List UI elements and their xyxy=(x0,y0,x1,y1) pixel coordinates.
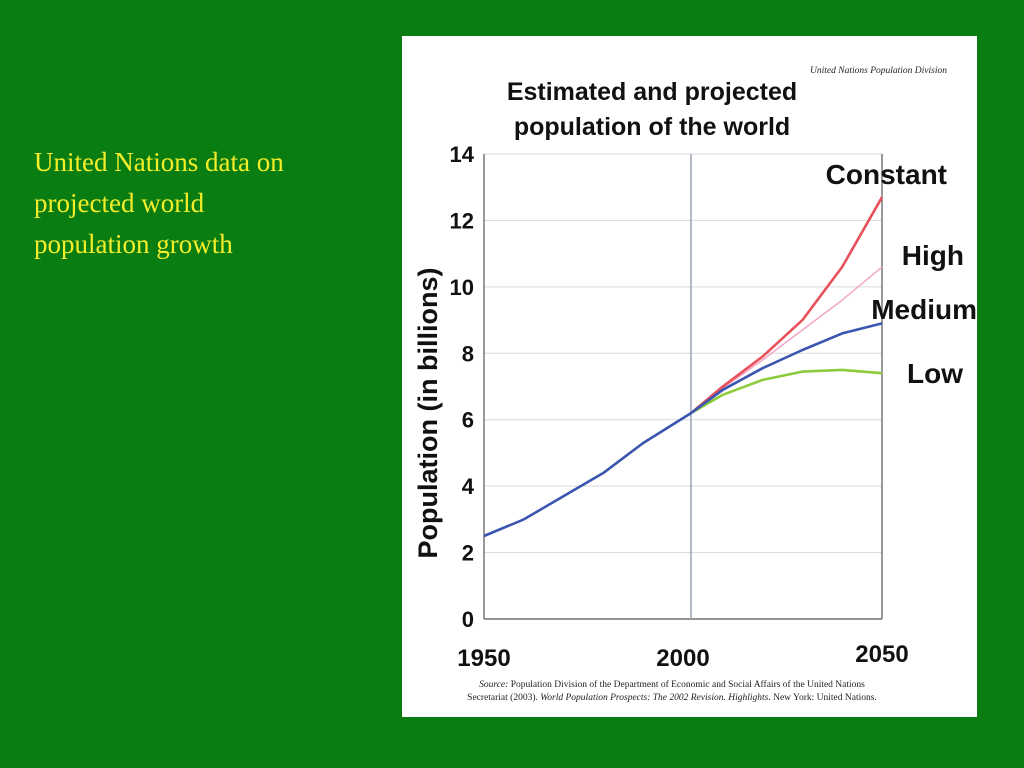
series-line-medium xyxy=(690,322,883,415)
y-tick-label: 4 xyxy=(462,474,475,499)
y-tick-label: 14 xyxy=(450,142,475,167)
chart-panel: United Nations Population Division Estim… xyxy=(402,36,977,717)
y-tick-label: 2 xyxy=(462,541,474,566)
y-tick-label: 6 xyxy=(462,408,474,433)
chart-title-line-2: population of the world xyxy=(514,113,790,141)
plot-area: 0 2 4 6 8 10 12 14 1950 2000 2050 Constant High Mediu… xyxy=(450,142,977,672)
series-line-estimated xyxy=(483,411,692,538)
caption-line: United Nations data on xyxy=(34,147,284,177)
source-text: Population Division of the Department of… xyxy=(508,679,865,690)
y-tick-label: 8 xyxy=(462,341,474,366)
source-line-1: Source: Population Division of the Depar… xyxy=(479,679,865,690)
population-chart: United Nations Population Division Estim… xyxy=(413,66,977,703)
caption-line: population growth xyxy=(34,229,233,259)
series-label-constant: Constant xyxy=(826,159,947,190)
series-label-medium: Medium xyxy=(871,294,977,325)
series-label-low: Low xyxy=(907,358,963,389)
source-publisher: . New York: United Nations. xyxy=(768,693,876,703)
chart-credit: United Nations Population Division xyxy=(810,66,947,76)
y-tick-label: 0 xyxy=(462,607,474,632)
y-tick-label: 12 xyxy=(450,208,474,233)
source-publication: World Population Prospects: The 2002 Rev… xyxy=(540,693,768,703)
source-line-2: Secretariat (2003). World Population Pro… xyxy=(467,692,877,703)
y-tick-label: 10 xyxy=(450,275,474,300)
source-prefix: Source: xyxy=(479,680,508,690)
chart-title-line-1: Estimated and projected xyxy=(507,78,797,106)
slide-caption: United Nations data on projected world p… xyxy=(34,142,374,265)
x-tick-label: 1950 xyxy=(457,645,510,672)
series-line-constant xyxy=(690,196,884,415)
series-label-high: High xyxy=(902,240,964,271)
x-tick-label: 2050 xyxy=(855,641,908,668)
caption-line: projected world xyxy=(34,188,205,218)
y-axis-label: Population (in billions) xyxy=(413,268,443,559)
series-line-low xyxy=(690,368,883,415)
x-tick-label: 2000 xyxy=(656,645,709,672)
source-citation: Secretariat (2003). xyxy=(467,692,540,703)
